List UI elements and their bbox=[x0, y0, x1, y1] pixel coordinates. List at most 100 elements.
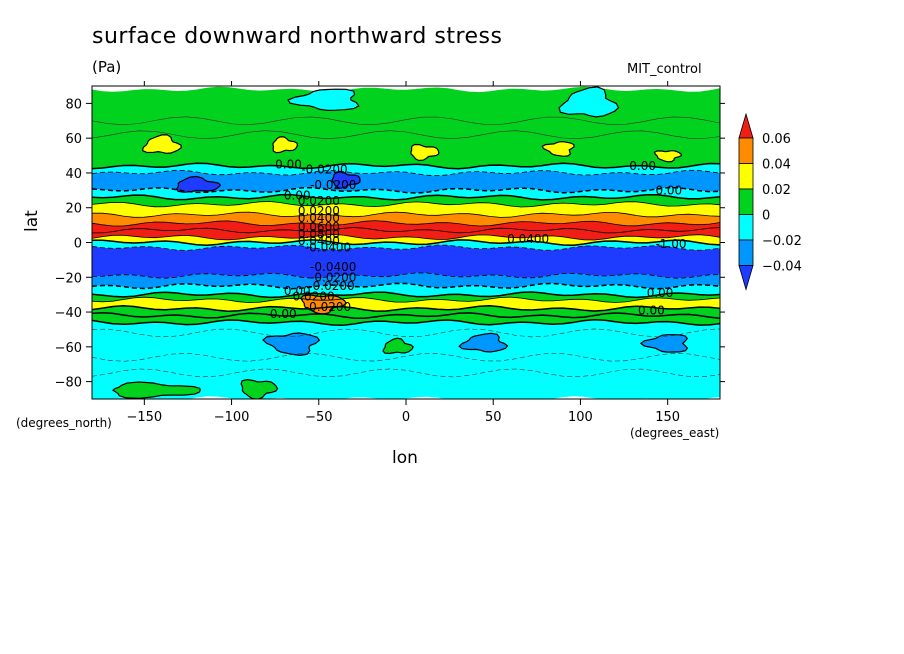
blob-15 bbox=[240, 378, 279, 399]
x-axis-units: (degrees_east) bbox=[630, 426, 720, 440]
contour-line-11 bbox=[92, 244, 720, 251]
y-tick-label-1: 60 bbox=[65, 132, 82, 147]
band-4 bbox=[92, 194, 720, 207]
blob-11 bbox=[639, 334, 689, 353]
thin-contour-2 bbox=[92, 328, 720, 338]
blob-13 bbox=[382, 337, 414, 355]
blob-12 bbox=[458, 332, 509, 353]
contour-line-14 bbox=[92, 291, 720, 299]
legend-label-0: 0.06 bbox=[762, 132, 791, 147]
contour-line-5 bbox=[92, 201, 720, 208]
contour-label-8: 0.0800 bbox=[298, 227, 340, 241]
contour-line-16 bbox=[92, 305, 720, 312]
legend-label-2: 0.02 bbox=[762, 183, 791, 198]
contour-line-7 bbox=[92, 220, 720, 227]
x-tick-label-4: 50 bbox=[485, 410, 502, 425]
contour-label-4: 0.0200 bbox=[298, 194, 340, 208]
contour-label-3: 0.00 bbox=[284, 189, 311, 203]
band-8 bbox=[92, 227, 720, 240]
dataset-name: MIT_control bbox=[627, 62, 702, 77]
legend-label-5: −0.04 bbox=[762, 260, 802, 275]
contour-label-7: 0.0600 bbox=[298, 220, 340, 234]
contour-line-15 bbox=[92, 296, 720, 304]
x-tick-label-2: −50 bbox=[305, 410, 332, 425]
band-18 bbox=[92, 319, 720, 399]
legend-swatch-2 bbox=[738, 188, 754, 215]
contour-label-23: 0.00 bbox=[638, 303, 665, 317]
blob-5 bbox=[287, 88, 360, 112]
contour-line-8 bbox=[92, 227, 720, 234]
chart-units: (Pa) bbox=[92, 58, 122, 76]
y-tick-label-4: 0 bbox=[74, 237, 82, 252]
contour-label-12: -0.0200 bbox=[310, 270, 356, 284]
y-tick-label-8: −80 bbox=[55, 376, 82, 391]
contour-line-17 bbox=[92, 311, 720, 319]
contour-label-11: -0.0400 bbox=[310, 260, 356, 274]
legend-label-1: 0.04 bbox=[762, 158, 791, 173]
x-axis-label: lon bbox=[392, 448, 418, 468]
legend-label-3: 0 bbox=[762, 209, 770, 224]
contour-label-10: -0.0400 bbox=[305, 241, 351, 255]
contour-line-3 bbox=[92, 186, 720, 194]
blob-3 bbox=[653, 150, 683, 163]
contour-line-13 bbox=[92, 282, 720, 290]
thin-contour-4 bbox=[92, 368, 720, 378]
y-tick-label-2: 40 bbox=[65, 167, 82, 182]
contour-label-16: -0.0200 bbox=[305, 300, 351, 314]
contour-label-15: 0.0200 bbox=[293, 289, 335, 303]
band-10 bbox=[92, 239, 720, 251]
contour-label-22: 0.00 bbox=[647, 286, 674, 300]
band-5 bbox=[92, 201, 720, 218]
x-tick-label-5: 100 bbox=[568, 410, 593, 425]
y-tick-label-5: −20 bbox=[55, 271, 82, 286]
legend-swatch-0 bbox=[738, 137, 754, 164]
y-tick-label-6: −40 bbox=[55, 306, 82, 321]
blob-10 bbox=[262, 332, 321, 357]
band-3 bbox=[92, 187, 720, 200]
band-17 bbox=[92, 312, 720, 326]
contour-label-18: 0.0400 bbox=[507, 232, 549, 246]
legend-swatch-bottom bbox=[738, 265, 754, 291]
x-tick-label-6: 150 bbox=[655, 410, 680, 425]
contour-label-0: 0.00 bbox=[275, 157, 302, 171]
contour-line-9 bbox=[92, 234, 720, 241]
band-2 bbox=[92, 170, 720, 194]
contour-line-10 bbox=[92, 239, 720, 247]
chart-title: surface downward northward stress bbox=[92, 24, 503, 49]
x-tick-label-3: 0 bbox=[402, 410, 410, 425]
contour-line-1 bbox=[92, 162, 720, 170]
contour-label-2: -0.0200 bbox=[310, 178, 356, 192]
legend-swatch-top bbox=[738, 112, 754, 139]
blob-4 bbox=[541, 141, 575, 157]
contour-label-6: 0.0400 bbox=[298, 211, 340, 225]
legend-swatch-1 bbox=[738, 163, 754, 190]
band-13 bbox=[92, 283, 720, 298]
y-tick-label-3: 20 bbox=[65, 202, 82, 217]
band-16 bbox=[92, 305, 720, 319]
contour-label-19: 0.00 bbox=[629, 159, 656, 173]
contour-label-13: -0.0200 bbox=[308, 279, 354, 293]
blob-6 bbox=[558, 86, 620, 118]
blob-8 bbox=[331, 171, 361, 189]
blob-7 bbox=[176, 175, 222, 193]
blob-1 bbox=[272, 136, 299, 154]
contour-label-14: 0.00 bbox=[284, 284, 311, 298]
contour-label-5: 0.0200 bbox=[298, 204, 340, 218]
x-tick-label-0: −150 bbox=[126, 410, 162, 425]
thin-contour-1 bbox=[92, 130, 720, 140]
y-axis-units: (degrees_north) bbox=[16, 416, 112, 430]
band-12 bbox=[92, 272, 720, 289]
blob-14 bbox=[111, 381, 201, 399]
x-tick-label-1: −100 bbox=[214, 410, 250, 425]
band-11 bbox=[92, 245, 720, 279]
legend-label-4: −0.02 bbox=[762, 234, 802, 249]
contour-line-18 bbox=[92, 319, 720, 326]
contour-line-12 bbox=[92, 272, 720, 279]
contour-label-21: -1.00 bbox=[655, 237, 686, 251]
contour-label-1: -0.0200 bbox=[301, 162, 347, 176]
contour-line-2 bbox=[92, 169, 720, 177]
y-tick-label-0: 80 bbox=[65, 97, 82, 112]
legend-swatch-3 bbox=[738, 214, 754, 241]
thin-contour-3 bbox=[92, 352, 720, 362]
legend-swatch-4 bbox=[738, 239, 754, 266]
